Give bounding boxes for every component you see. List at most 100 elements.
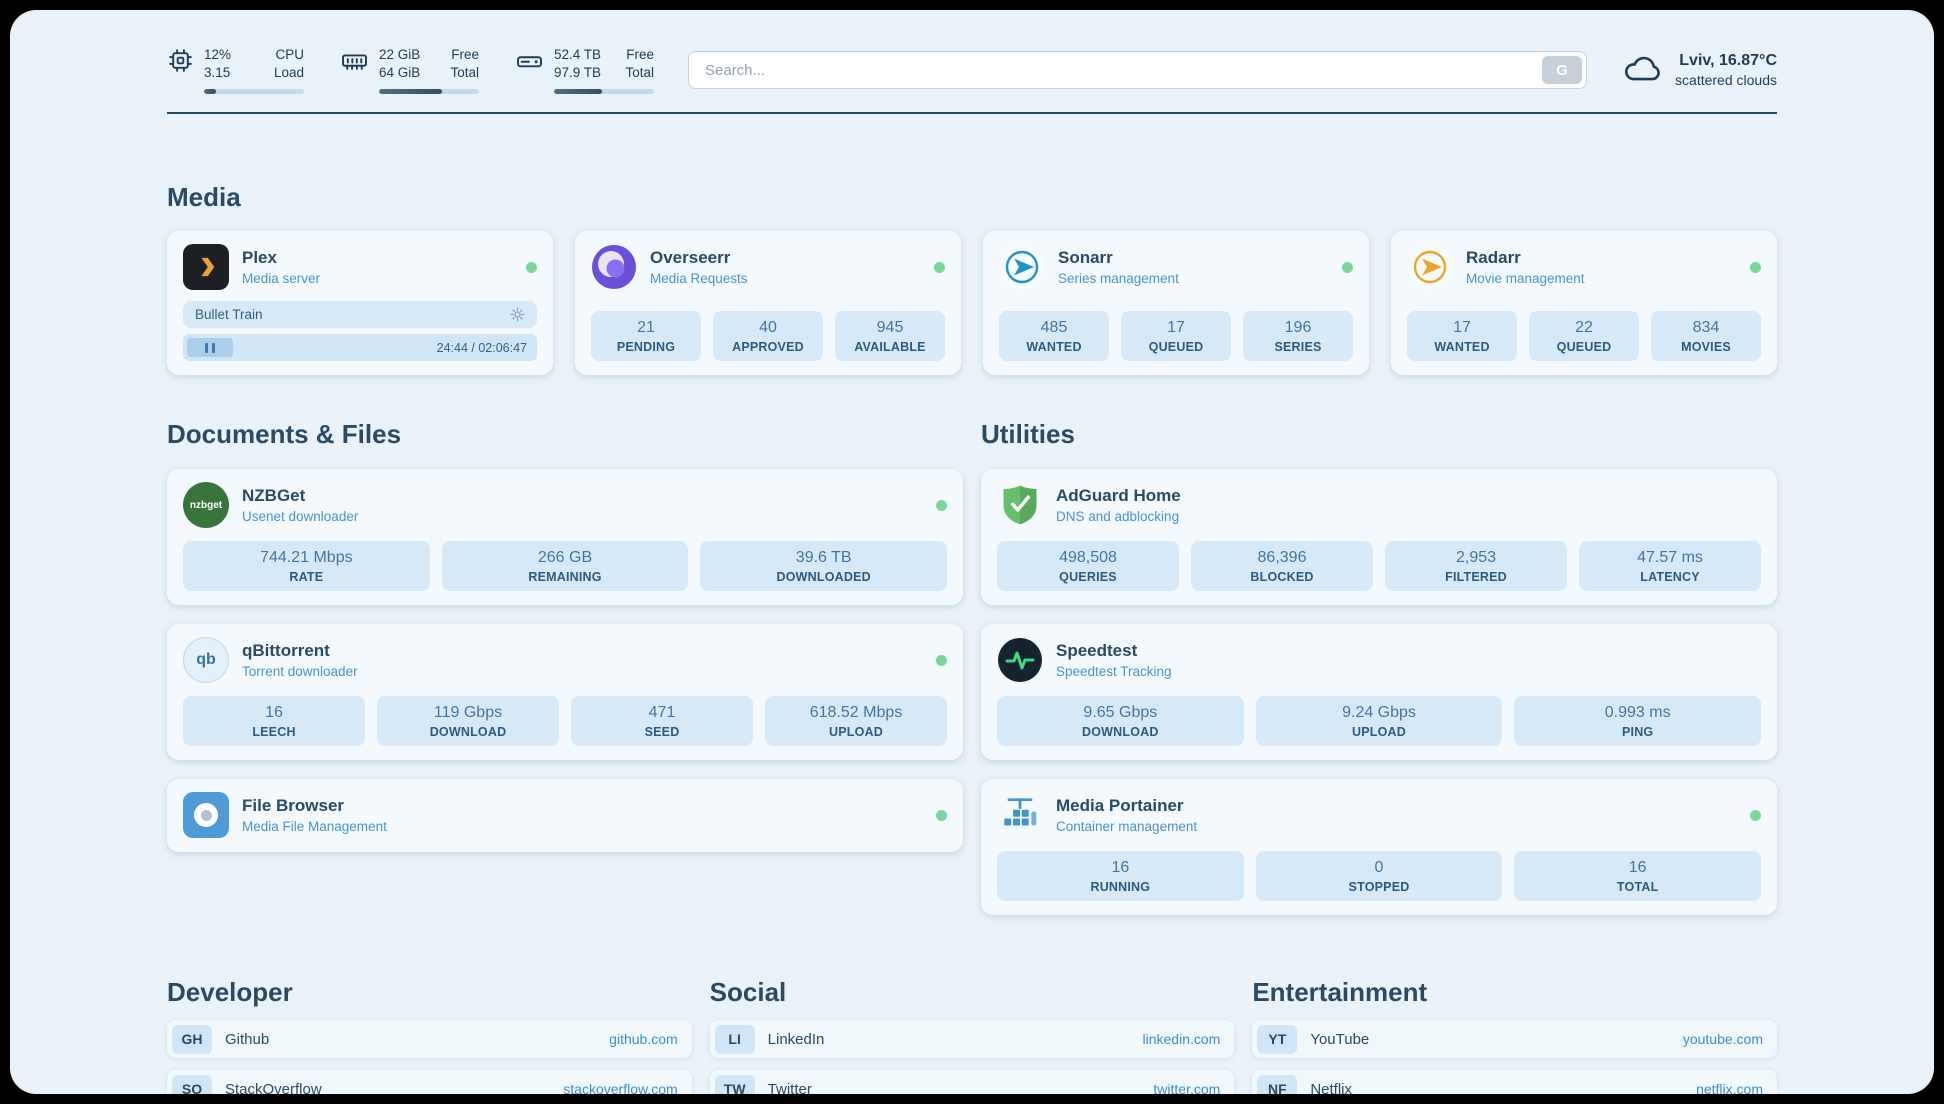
stat-queued: 17 QUEUED [1121,311,1231,362]
ram-icon [340,47,369,81]
service-subtitle: Speedtest Tracking [1056,664,1172,680]
service-card-qbittorrent[interactable]: qb qBittorrent Torrent downloader 16 LEE… [167,624,963,761]
service-name: AdGuard Home [1056,486,1181,506]
bookmark-url[interactable]: github.com [609,1031,678,1048]
stat-blocked: 86,396 BLOCKED [1191,541,1373,592]
status-dot [526,261,537,273]
disk-free-value: 52.4 TB [554,47,602,62]
service-name: Plex [242,248,277,268]
status-dot [1342,261,1353,273]
stat-latency: 47.57 ms LATENCY [1579,541,1761,592]
gear-icon[interactable] [510,307,525,322]
cloud-icon [1621,51,1663,90]
service-subtitle: Usenet downloader [242,509,359,525]
ram-total-value: 64 GiB [379,65,421,81]
bookmark-youtube[interactable]: YT YouTube youtube.com [1252,1020,1777,1059]
disk-free-label: Free [626,47,654,62]
bookmark-abbr: LI [714,1024,755,1054]
now-playing-title: Bullet Train [195,307,263,323]
stat-total: 16 TOTAL [1514,851,1762,902]
search-engine-button[interactable]: G [1542,56,1583,85]
service-card-speedtest[interactable]: Speedtest Speedtest Tracking 9.65 Gbps D… [981,624,1777,761]
service-card-portainer[interactable]: Media Portainer Container management 16 … [981,779,1777,916]
cpu-stat-widget: 12% 3.15 CPU Load [167,46,304,95]
section-documents: Documents & Files nzbget NZBGet Usenet d… [167,419,963,915]
section-title-utilities: Utilities [981,419,1075,450]
hardware-stats: 12% 3.15 CPU Load [167,46,654,95]
stat-seed: 471 SEED [571,696,753,747]
stat-downloaded: 39.6 TB DOWNLOADED [700,541,948,592]
service-name: Sonarr [1058,248,1113,268]
stat-queries: 498,508 QUERIES [997,541,1179,592]
service-name: Radarr [1466,248,1521,268]
disk-usage-bar [554,89,654,95]
bookmark-url[interactable]: netflix.com [1696,1081,1763,1094]
disk-stat-widget: 52.4 TB 97.9 TB Free Total [515,46,654,95]
service-card-radarr[interactable]: Radarr Movie management 17 WANTED 22 QUE… [1391,231,1777,376]
qbittorrent-icon: qb [183,637,229,684]
bookmark-url[interactable]: twitter.com [1153,1081,1221,1094]
stat-upload: 9.24 Gbps UPLOAD [1255,696,1503,747]
service-name: NZBGet [242,486,306,506]
stat-leech: 16 LEECH [183,696,365,747]
bookmark-url[interactable]: stackoverflow.com [563,1081,678,1094]
service-card-adguard[interactable]: AdGuard Home DNS and adblocking 498,508 … [981,469,1777,606]
status-dot [1750,809,1761,821]
disk-icon [515,47,544,81]
bookmark-name: Twitter [767,1080,812,1094]
section-title-media: Media [167,182,241,213]
stat-queued: 22 QUEUED [1529,311,1639,362]
bookmark-url[interactable]: youtube.com [1682,1031,1763,1048]
stat-stopped: 0 STOPPED [1255,851,1503,902]
disk-total-label: Total [625,65,654,81]
adguard-icon [997,482,1043,528]
service-card-sonarr[interactable]: Sonarr Series management 485 WANTED 17 Q… [983,231,1369,376]
service-name: Media Portainer [1056,796,1184,816]
stat-movies: 834 MOVIES [1651,311,1761,362]
ram-total-label: Total [450,65,479,81]
ram-stat-widget: 22 GiB 64 GiB Free Total [340,46,479,95]
service-subtitle: Media server [242,271,321,287]
bookmark-abbr: NF [1257,1074,1298,1094]
section-title-documents: Documents & Files [167,419,402,450]
bookmark-url[interactable]: linkedin.com [1142,1031,1221,1048]
bookmark-group-social: Social LI LinkedIn linkedin.com TW Twitt… [709,977,1235,1094]
portainer-icon [997,792,1043,838]
service-card-nzbget[interactable]: nzbget NZBGet Usenet downloader 744.21 M… [167,469,963,606]
stat-ping: 0.993 ms PING [1514,696,1762,747]
service-card-overseerr[interactable]: Overseerr Media Requests 21 PENDING 40 A… [575,231,961,376]
service-card-filebrowser[interactable]: File Browser Media File Management [167,779,963,853]
pause-button[interactable] [187,338,233,358]
service-subtitle: DNS and adblocking [1056,509,1180,525]
stat-upload: 618.52 Mbps UPLOAD [765,696,947,747]
section-title-social: Social [709,977,787,1008]
plex-icon [183,244,229,291]
cpu-load-label: Load [273,65,304,81]
service-subtitle: Container management [1056,819,1198,835]
bookmark-name: LinkedIn [767,1030,825,1048]
cpu-usage-bar [204,89,304,95]
stat-remaining: 266 GB REMAINING [441,541,689,592]
service-name: Speedtest [1056,641,1138,661]
status-dot [936,654,947,666]
search-input[interactable] [688,51,1588,90]
service-card-plex[interactable]: Plex Media server Bullet Train [167,231,553,376]
stat-available: 945 AVAILABLE [835,311,945,362]
bookmark-netflix[interactable]: NF Netflix netflix.com [1252,1070,1777,1094]
bookmark-name: Github [225,1030,270,1048]
bookmark-github[interactable]: GH Github github.com [167,1020,692,1059]
overseerr-icon [591,244,637,290]
search-bar: G [688,51,1588,90]
bookmark-abbr: TW [714,1074,755,1094]
bookmark-twitter[interactable]: TW Twitter twitter.com [709,1070,1235,1094]
bookmark-abbr: SO [172,1074,212,1094]
bookmark-linkedin[interactable]: LI LinkedIn linkedin.com [709,1020,1235,1059]
nzbget-icon: nzbget [183,482,229,529]
section-utilities: Utilities AdGuard Home [981,419,1777,916]
filebrowser-icon [183,792,229,839]
bookmark-stackoverflow[interactable]: SO StackOverflow stackoverflow.com [167,1070,692,1094]
section-title-entertainment: Entertainment [1252,977,1428,1008]
bookmark-group-entertainment: Entertainment YT YouTube youtube.com NF … [1252,977,1777,1094]
stat-filtered: 2,953 FILTERED [1385,541,1567,592]
playback-progress-bar[interactable]: 24:44 / 02:06:47 [183,334,537,362]
